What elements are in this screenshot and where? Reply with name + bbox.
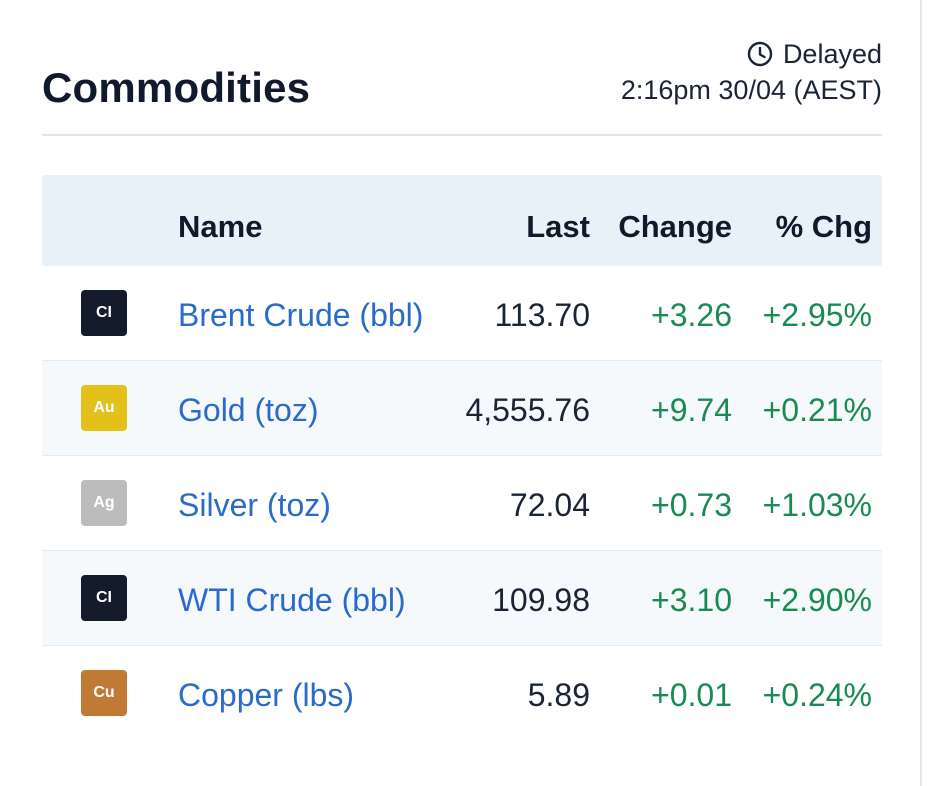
commodity-name-link[interactable]: Brent Crude (bbl): [178, 297, 424, 333]
percent-change: +2.95%: [762, 297, 872, 333]
percent-change: +2.90%: [762, 582, 872, 618]
last-price: 5.89: [527, 677, 590, 713]
column-header-pct-change[interactable]: % Chg: [775, 209, 872, 244]
panel-border: [920, 0, 922, 786]
table-row: CI WTI Crude (bbl) 109.98 +3.10 +2.90%: [42, 551, 882, 646]
last-price: 109.98: [492, 582, 590, 618]
price-change: +0.73: [651, 487, 732, 523]
table-row: Cu Copper (lbs) 5.89 +0.01 +0.24%: [42, 646, 882, 740]
clock-icon: [747, 41, 773, 67]
percent-change: +1.03%: [762, 487, 872, 523]
price-change: +0.01: [651, 677, 732, 713]
last-price: 113.70: [494, 297, 591, 333]
column-header-last[interactable]: Last: [526, 209, 590, 244]
last-price: 4,555.76: [465, 392, 590, 428]
delay-indicator: Delayed: [621, 36, 882, 72]
commodity-name-link[interactable]: Gold (toz): [178, 392, 319, 428]
delay-status: Delayed 2:16pm 30/04 (AEST): [621, 36, 882, 108]
commodity-badge: CI: [81, 290, 127, 336]
widget-title: Commodities: [42, 64, 311, 111]
percent-change: +0.24%: [762, 677, 872, 713]
price-change: +9.74: [651, 392, 732, 428]
delay-timestamp: 2:16pm 30/04 (AEST): [620, 75, 882, 105]
price-change: +3.10: [651, 582, 732, 618]
percent-change: +0.21%: [762, 392, 872, 428]
commodity-badge: CI: [81, 575, 127, 621]
table-body: CI Brent Crude (bbl) 113.70 +3.26 +2.95%…: [42, 266, 882, 740]
commodity-badge: Ag: [81, 480, 127, 526]
table-header: Name Last Change % Chg: [42, 175, 882, 266]
commodity-name-link[interactable]: Silver (toz): [178, 487, 331, 523]
table-row: Au Gold (toz) 4,555.76 +9.74 +0.21%: [42, 361, 882, 456]
commodity-badge: Cu: [81, 670, 127, 716]
commodity-badge: Au: [81, 385, 127, 431]
widget-header: Commodities Delayed 2:16pm 30/04 (AEST): [42, 0, 882, 136]
table-row: Ag Silver (toz) 72.04 +0.73 +1.03%: [42, 456, 882, 551]
commodities-table: Name Last Change % Chg CI Brent Crude (b…: [42, 175, 882, 740]
delay-label: Delayed: [782, 39, 882, 69]
column-header-change[interactable]: Change: [618, 209, 732, 244]
commodity-name-link[interactable]: WTI Crude (bbl): [178, 582, 406, 618]
commodity-name-link[interactable]: Copper (lbs): [178, 677, 355, 713]
price-change: +3.26: [651, 297, 732, 333]
table-row: CI Brent Crude (bbl) 113.70 +3.26 +2.95%: [42, 266, 882, 361]
last-price: 72.04: [509, 487, 590, 523]
column-header-name[interactable]: Name: [178, 209, 263, 244]
